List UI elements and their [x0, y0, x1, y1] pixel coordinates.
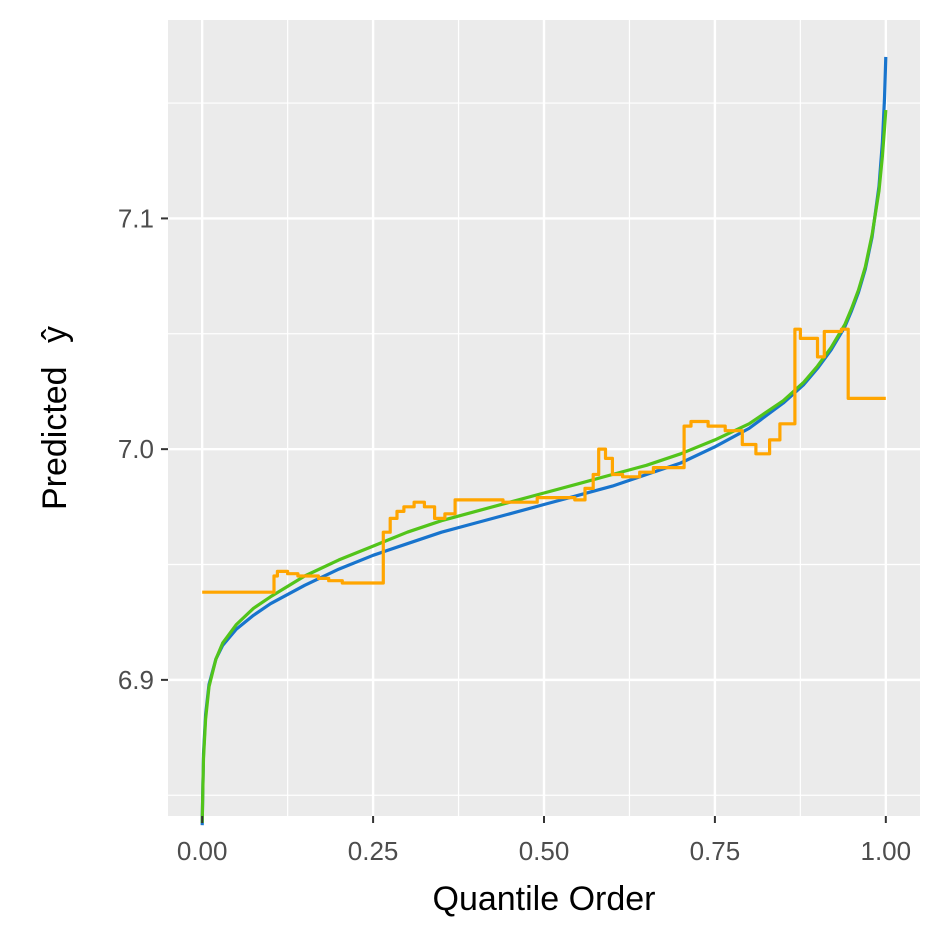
y-axis-title: Predicted ŷ: [36, 326, 74, 510]
x-tick-label: 1.00: [861, 836, 912, 866]
x-tick-label: 0.25: [348, 836, 399, 866]
x-tick-label: 0.75: [690, 836, 741, 866]
series-line-3: [202, 327, 886, 594]
y-axis-title-group: Predicted ŷ: [36, 326, 74, 510]
y-axis-title-symbol: ŷ: [36, 326, 74, 343]
series-layer: [200, 56, 888, 826]
series-line-2: [200, 109, 888, 823]
y-axis-title-text: Predicted: [36, 366, 74, 510]
y-axis: 6.9 7.0 7.1: [118, 203, 168, 695]
x-tick-label: 0.50: [519, 836, 570, 866]
y-tick-label: 7.0: [118, 434, 154, 464]
major-grid: [168, 20, 920, 816]
x-tick-label: 0.00: [177, 836, 228, 866]
x-axis-title: Quantile Order: [433, 880, 656, 918]
y-tick-label: 7.1: [118, 203, 154, 233]
x-axis: 0.00 0.25 0.50 0.75 1.00: [177, 816, 911, 866]
y-tick-label: 6.9: [118, 665, 154, 695]
